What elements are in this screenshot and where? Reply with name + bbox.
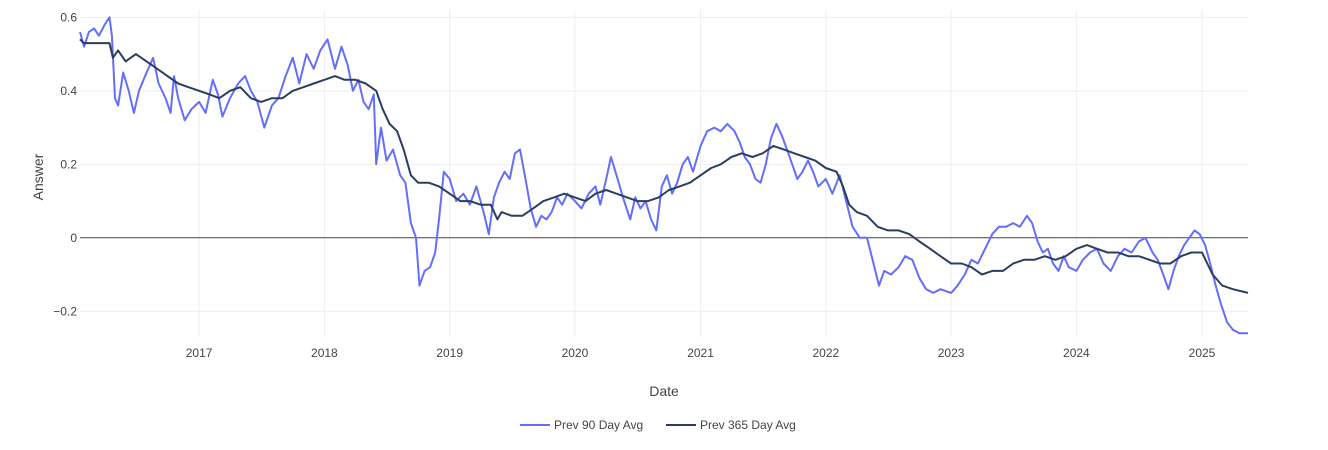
x-axis-title: Date: [649, 383, 679, 399]
x-tick-label: 2025: [1189, 346, 1216, 360]
y-gridlines: [80, 16, 1248, 312]
x-tick-label: 2024: [1063, 346, 1090, 360]
y-tick-label: 0.2: [60, 157, 77, 171]
x-tick-labels: 2017 2018 2019 2020 2021 2022 2023 2024 2025: [186, 346, 1216, 360]
x-tick-label: 2020: [562, 346, 589, 360]
x-tick-label: 2022: [812, 346, 839, 360]
x-gridlines: [198, 10, 1203, 337]
x-tick-label: 2023: [938, 346, 965, 360]
legend: Prev 90 Day Avg Prev 365 Day Avg: [520, 418, 796, 432]
legend-label: Prev 365 Day Avg: [700, 418, 796, 432]
x-tick-label: 2017: [186, 346, 213, 360]
legend-label: Prev 90 Day Avg: [554, 418, 643, 432]
y-tick-label: −0.2: [53, 304, 77, 318]
x-tick-label: 2021: [687, 346, 714, 360]
x-tick-label: 2018: [311, 346, 338, 360]
y-tick-labels: 0.6 0.4 0.2 0 −0.2: [53, 10, 77, 318]
x-tick-label: 2019: [436, 346, 463, 360]
series-line-prev-365-day-avg: [79, 38, 1249, 294]
y-tick-label: 0: [70, 231, 77, 245]
y-tick-label: 0.4: [60, 84, 77, 98]
series-line-prev-90-day-avg: [79, 16, 1248, 335]
series-layer: [79, 16, 1249, 335]
y-tick-label: 0.6: [60, 10, 77, 24]
y-axis-title: Answer: [30, 153, 46, 200]
